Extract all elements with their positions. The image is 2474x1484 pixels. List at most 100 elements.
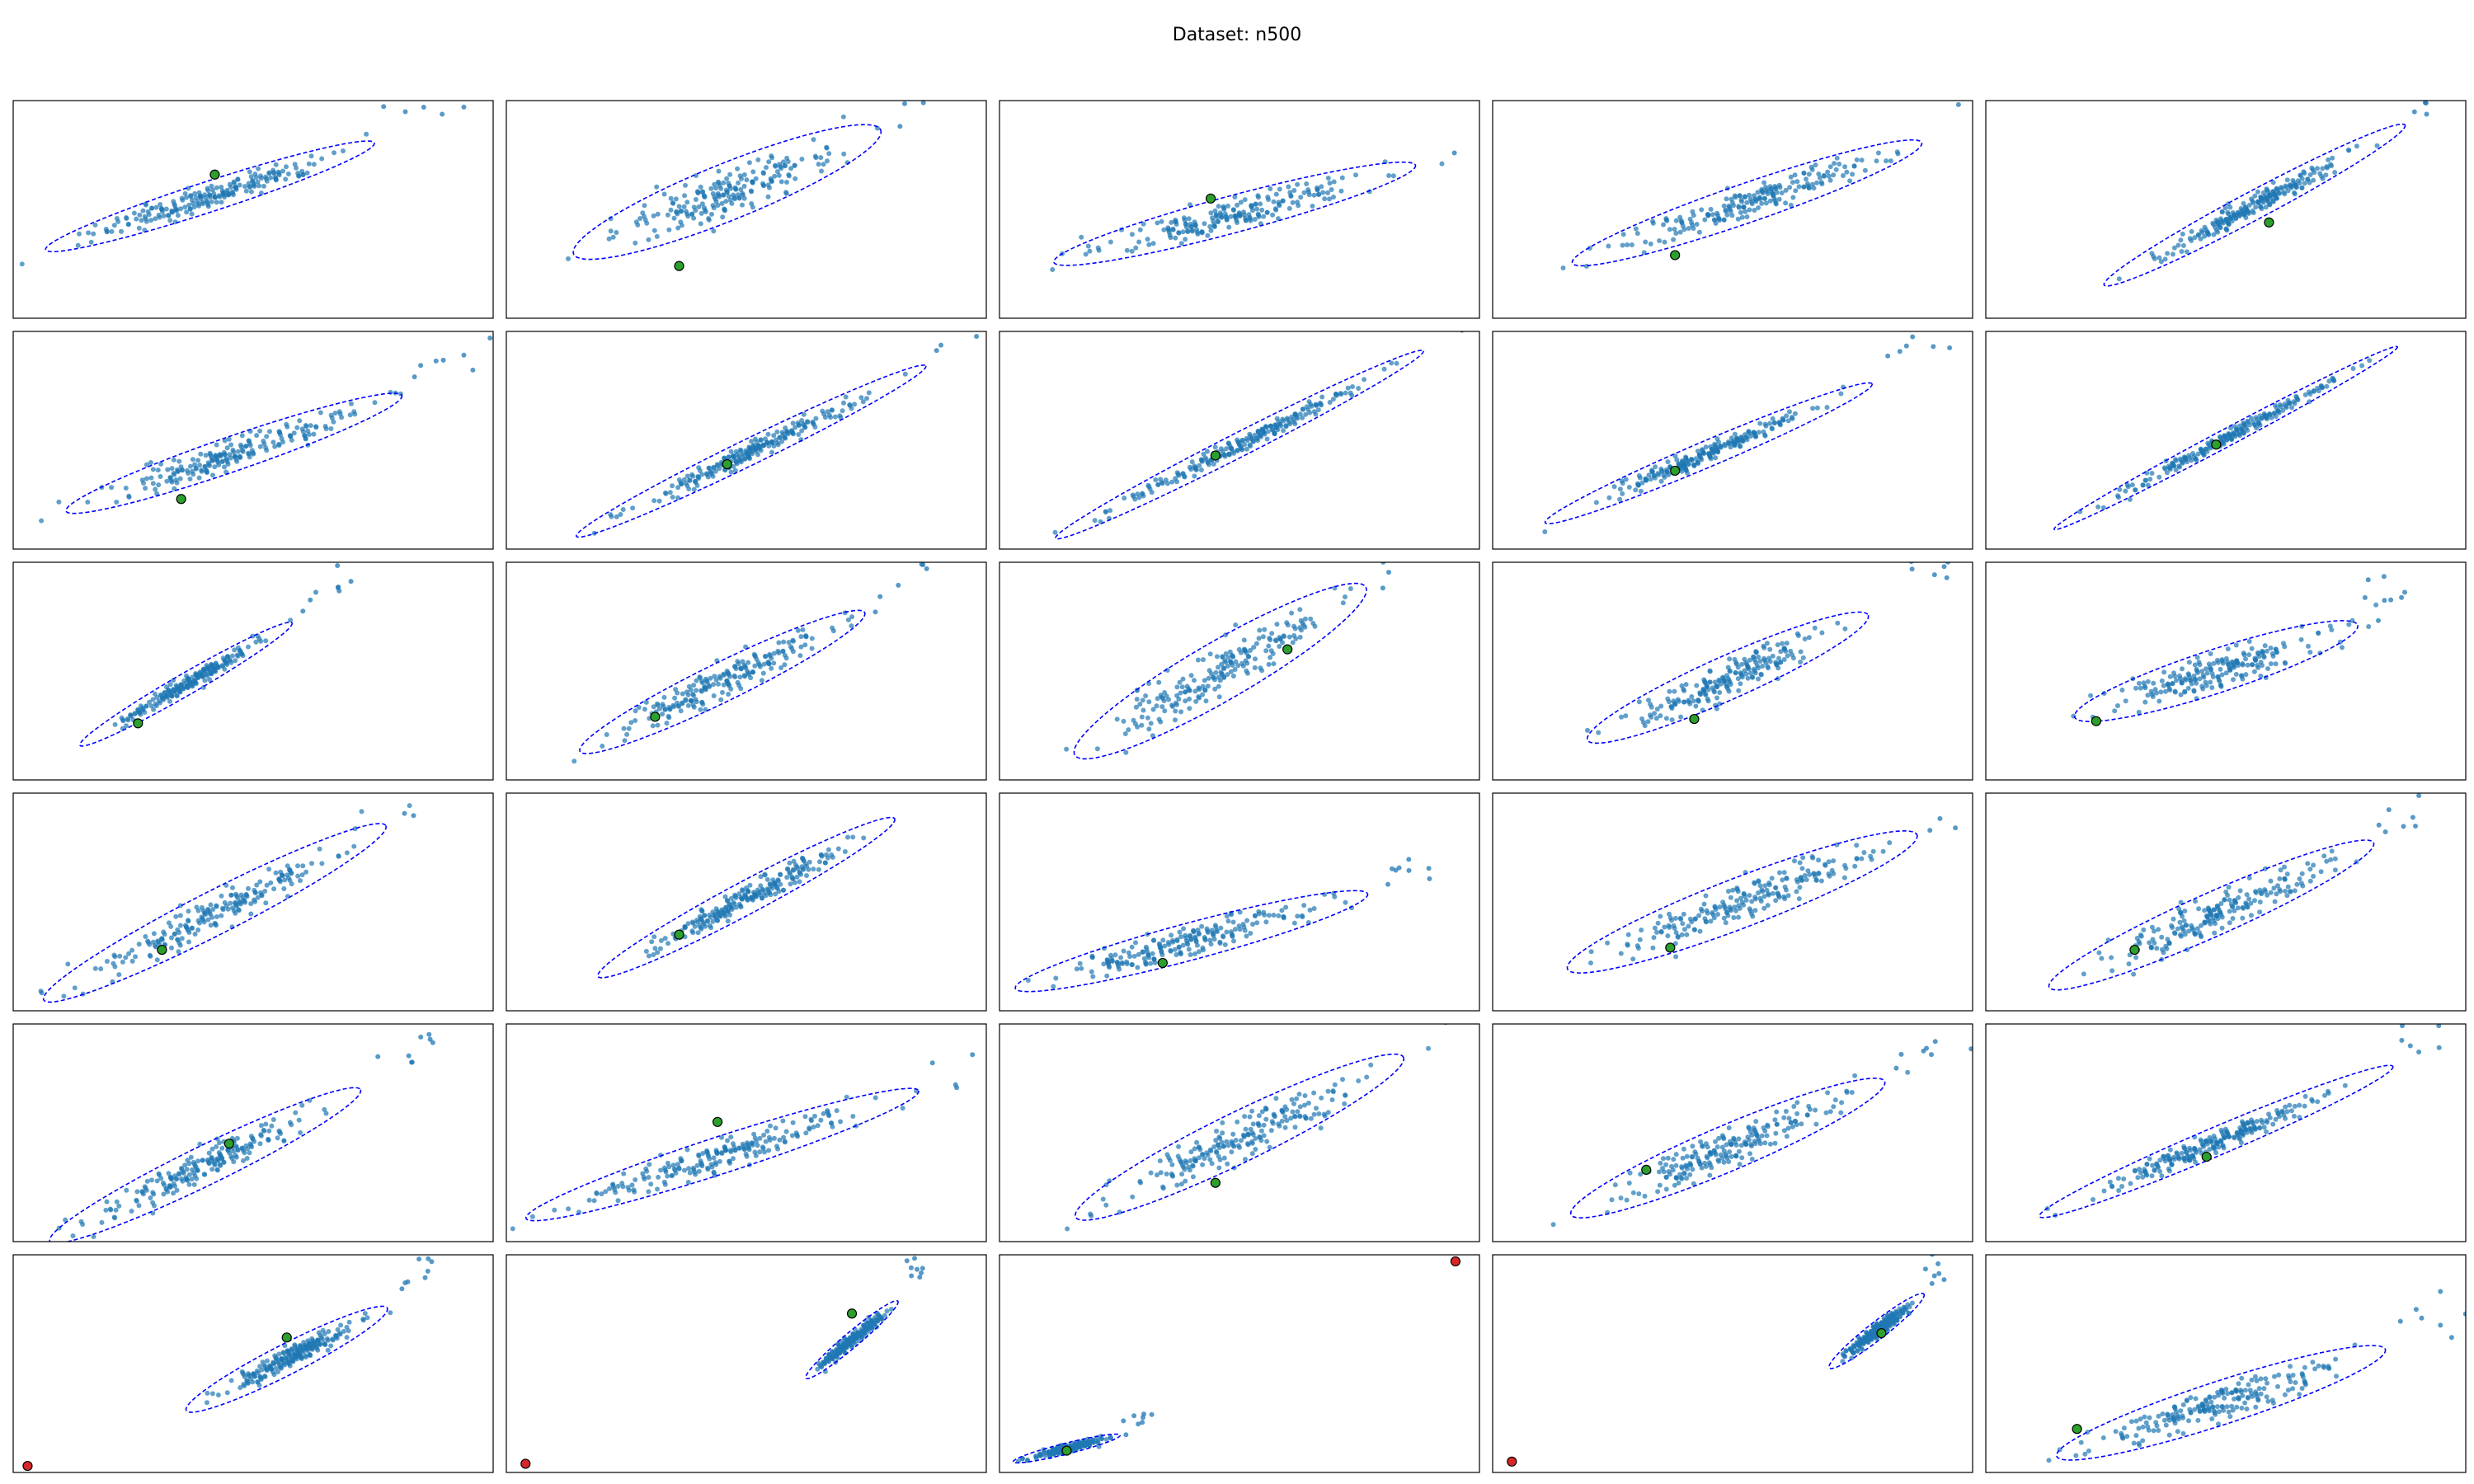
data-point bbox=[838, 1119, 844, 1125]
data-point bbox=[1237, 909, 1243, 915]
data-point bbox=[300, 429, 306, 434]
data-point bbox=[830, 628, 836, 634]
data-point bbox=[1729, 213, 1735, 218]
data-point bbox=[742, 892, 748, 898]
data-point bbox=[1723, 209, 1729, 214]
data-point bbox=[665, 212, 670, 218]
data-point bbox=[661, 191, 667, 197]
data-point bbox=[225, 906, 231, 912]
data-point bbox=[1165, 225, 1171, 231]
data-point bbox=[1094, 746, 1100, 752]
data-point bbox=[237, 647, 242, 653]
data-point bbox=[740, 190, 745, 196]
data-point bbox=[1811, 871, 1817, 876]
data-point bbox=[2222, 435, 2228, 441]
data-point bbox=[1166, 697, 1172, 702]
data-point bbox=[1295, 200, 1300, 205]
data-point bbox=[1658, 703, 1664, 709]
data-point bbox=[493, 323, 498, 328]
data-point bbox=[104, 1199, 110, 1205]
data-point bbox=[1327, 196, 1332, 202]
data-point bbox=[746, 160, 752, 166]
data-point bbox=[1155, 220, 1160, 226]
data-point bbox=[732, 674, 738, 680]
data-point bbox=[1138, 1180, 1144, 1186]
data-point bbox=[1077, 960, 1083, 966]
data-point bbox=[694, 189, 700, 195]
data-point bbox=[288, 618, 294, 623]
data-point bbox=[675, 495, 681, 500]
data-point bbox=[152, 691, 158, 697]
data-point bbox=[1208, 942, 1214, 947]
data-point bbox=[1808, 164, 1814, 170]
data-point bbox=[1236, 923, 1242, 929]
data-point bbox=[2147, 940, 2152, 946]
data-point bbox=[787, 860, 793, 866]
data-point bbox=[1243, 218, 1249, 223]
data-point bbox=[1744, 437, 1750, 443]
data-point bbox=[1089, 955, 1095, 960]
data-point bbox=[2307, 866, 2313, 872]
data-point bbox=[772, 162, 778, 168]
data-point bbox=[1253, 201, 1258, 207]
data-point bbox=[1211, 1144, 1217, 1150]
data-point bbox=[1264, 209, 1270, 215]
data-point bbox=[614, 230, 619, 235]
data-point bbox=[1703, 444, 1709, 450]
data-point bbox=[1831, 858, 1837, 864]
data-point bbox=[1672, 688, 1677, 694]
data-point bbox=[1708, 206, 1714, 212]
data-point bbox=[754, 1139, 759, 1144]
data-point bbox=[821, 1111, 826, 1116]
data-point bbox=[1753, 434, 1759, 439]
data-point bbox=[1146, 699, 1152, 705]
data-point bbox=[1653, 464, 1658, 470]
data-point bbox=[190, 468, 195, 474]
data-point bbox=[2245, 904, 2251, 909]
data-point bbox=[1286, 205, 1292, 211]
data-point bbox=[487, 336, 493, 340]
data-point bbox=[1300, 914, 1305, 920]
data-point bbox=[209, 1146, 215, 1152]
data-point bbox=[1653, 716, 1659, 721]
data-point bbox=[2307, 878, 2313, 884]
data-point bbox=[113, 1207, 119, 1213]
data-point bbox=[793, 425, 798, 430]
data-point bbox=[1247, 1114, 1253, 1120]
data-point bbox=[140, 208, 146, 214]
data-point bbox=[2227, 897, 2232, 903]
data-point bbox=[872, 1095, 878, 1101]
data-point bbox=[299, 1102, 305, 1108]
data-point bbox=[1747, 192, 1752, 198]
data-point bbox=[646, 953, 651, 959]
data-point bbox=[829, 1120, 835, 1126]
data-point bbox=[2306, 643, 2311, 649]
data-point bbox=[1931, 572, 1937, 578]
data-point bbox=[2198, 236, 2204, 242]
panel-frame bbox=[999, 792, 1480, 1012]
data-point bbox=[1248, 218, 1253, 223]
data-point bbox=[765, 887, 771, 893]
data-point bbox=[1325, 1088, 1331, 1094]
data-point bbox=[717, 674, 722, 679]
data-point bbox=[2250, 662, 2255, 668]
data-point bbox=[793, 176, 798, 181]
data-point bbox=[1960, 312, 1965, 317]
data-point bbox=[1732, 193, 1738, 199]
data-point bbox=[2263, 413, 2269, 419]
data-point bbox=[1140, 950, 1145, 955]
data-point bbox=[1671, 237, 1677, 242]
data-point bbox=[1179, 684, 1185, 690]
data-point bbox=[2311, 862, 2316, 868]
data-point bbox=[293, 1110, 299, 1115]
data-point bbox=[1211, 932, 1216, 938]
data-point bbox=[235, 1148, 241, 1153]
data-point bbox=[775, 1146, 781, 1152]
data-point bbox=[1259, 1109, 1265, 1115]
data-point bbox=[1756, 430, 1761, 435]
data-point bbox=[800, 627, 806, 632]
data-point bbox=[745, 451, 750, 457]
data-point bbox=[264, 434, 270, 439]
data-point bbox=[433, 358, 439, 364]
data-point bbox=[732, 1147, 738, 1153]
